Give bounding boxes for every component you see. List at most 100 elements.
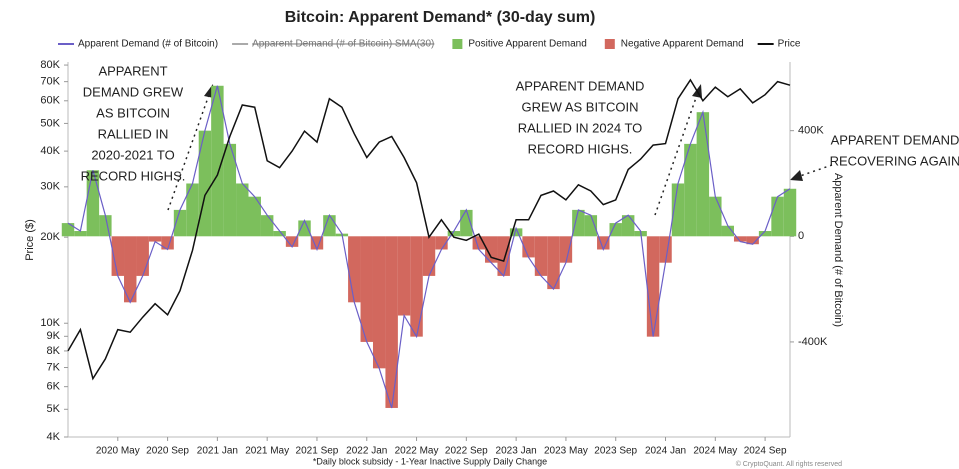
- demand-bar: [721, 225, 734, 237]
- demand-bar: [348, 236, 361, 303]
- demand-bar: [684, 143, 697, 237]
- annotation: APPARENT: [98, 63, 167, 78]
- y-tick-label: 5K: [47, 403, 61, 415]
- demand-bar: [534, 236, 548, 276]
- annotation: APPARENT DEMAND: [516, 78, 645, 93]
- demand-bar: [435, 236, 448, 250]
- demand-bar: [758, 231, 772, 237]
- legend-label: Positive Apparent Demand: [468, 39, 586, 50]
- y-tick-label: 70K: [40, 76, 60, 88]
- annotation: RALLIED IN 2024 TO: [518, 120, 643, 135]
- y-tick-label: 9K: [47, 330, 61, 342]
- demand-bar: [148, 236, 162, 242]
- price-line: [67, 78, 791, 381]
- legend-label: Price: [778, 39, 801, 50]
- annotation: RECORD HIGHS.: [528, 141, 633, 156]
- demand-bar: [646, 236, 660, 337]
- demand-bar: [447, 231, 461, 237]
- demand-bar: [522, 236, 535, 258]
- legend-label: Apparent Demand (# of Bitcoin): [78, 39, 218, 50]
- demand-bar: [74, 231, 87, 237]
- y-tick-label: 80K: [40, 59, 60, 71]
- demand-bar: [223, 143, 237, 237]
- credit: © CryptoQuant. All rights reserved: [736, 460, 842, 468]
- x-tick-label: 2024 Sep: [744, 446, 787, 457]
- demand-line: [67, 85, 791, 409]
- footnote: *Daily block subsidy - 1-Year Inactive S…: [313, 456, 547, 466]
- demand-bar: [298, 220, 311, 237]
- demand-bar: [733, 236, 747, 242]
- y-tick-label: 4K: [47, 431, 61, 443]
- x-tick-label: 2021 Jan: [197, 446, 238, 457]
- annotations: [167, 84, 833, 216]
- demand-bar: [285, 236, 299, 247]
- x-tick-label: 2024 Jan: [645, 446, 686, 457]
- demand-bar: [771, 196, 784, 237]
- demand-bar: [509, 228, 523, 237]
- annotation: RECOVERING AGAIN: [830, 153, 959, 168]
- demand-bar: [709, 196, 722, 237]
- annotation: DEMAND GREW: [83, 84, 184, 99]
- x-tick-label: 2023 May: [544, 446, 588, 457]
- annotation: GREW AS BITCOIN: [521, 99, 638, 114]
- legend-label: Apparent Demand (# of Bitcoin) SMA(30): [252, 39, 434, 50]
- demand-bar: [783, 188, 797, 237]
- x-tick-label: 2022 May: [395, 446, 439, 457]
- demand-bar: [273, 231, 286, 237]
- chart-title: Bitcoin: Apparent Demand* (30-day sum): [285, 9, 596, 26]
- y-tick-label: 30K: [40, 181, 60, 193]
- demand-bar: [485, 236, 498, 263]
- demand-bar: [173, 209, 187, 237]
- y-tick-label: 50K: [40, 117, 60, 129]
- y2-tick-label: -400K: [798, 336, 828, 348]
- demand-bar: [547, 236, 560, 290]
- annotation: 2020-2021 TO: [91, 147, 174, 162]
- y-tick-label: 7K: [47, 361, 61, 373]
- demand-bar: [559, 236, 573, 263]
- demand-bar: [609, 223, 622, 237]
- demand-bar: [397, 236, 411, 316]
- demand-bar: [236, 183, 249, 237]
- demand-bar: [260, 215, 274, 237]
- legend-swatch: [452, 39, 463, 49]
- annotation-arrow: [799, 164, 833, 177]
- x-tick-label: 2020 Sep: [146, 446, 189, 457]
- demand-bar: [621, 215, 635, 237]
- demand-bar: [111, 236, 125, 276]
- demand-bar: [410, 236, 423, 337]
- y2-tick-label: 400K: [798, 125, 824, 137]
- y-tick-label: 10K: [40, 317, 60, 329]
- legend-swatch: [604, 39, 615, 49]
- legend-label: Negative Apparent Demand: [621, 39, 744, 50]
- x-tick-label: 2022 Jan: [346, 446, 387, 457]
- demand-bar: [572, 209, 585, 237]
- demand-bar: [460, 209, 473, 237]
- x-tick-label: 2020 May: [96, 446, 140, 457]
- demand-bar: [746, 236, 759, 245]
- demand-bar: [360, 236, 373, 342]
- y-tick-label: 8K: [47, 345, 61, 357]
- x-tick-label: 2023 Jan: [496, 446, 537, 457]
- demand-bar: [211, 85, 224, 237]
- arrow-head: [790, 170, 803, 181]
- y-tick-label: 20K: [40, 231, 60, 243]
- annotation: APPARENT DEMAND: [831, 132, 959, 147]
- demand-bar: [671, 183, 685, 237]
- y-tick-label: 6K: [47, 381, 61, 393]
- x-tick-label: 2022 Sep: [445, 446, 488, 457]
- demand-bar: [136, 236, 149, 276]
- demand-bar: [372, 236, 386, 369]
- y-tick-label: 40K: [40, 145, 60, 157]
- annotation: RALLIED IN: [98, 126, 169, 141]
- demand-bar: [161, 236, 174, 250]
- y2-axis-label: Apparent Demand (# of Bitcoin): [832, 173, 844, 327]
- x-tick-label: 2024 May: [693, 446, 737, 457]
- y-axis-label: Price ($): [24, 219, 36, 261]
- demand-bar: [696, 112, 710, 237]
- y-tick-label: 60K: [40, 95, 60, 107]
- demand-bar: [186, 183, 199, 237]
- x-tick-label: 2023 Sep: [594, 446, 637, 457]
- annotation: RECORD HIGHS.: [81, 168, 186, 183]
- demand-bar: [497, 236, 510, 276]
